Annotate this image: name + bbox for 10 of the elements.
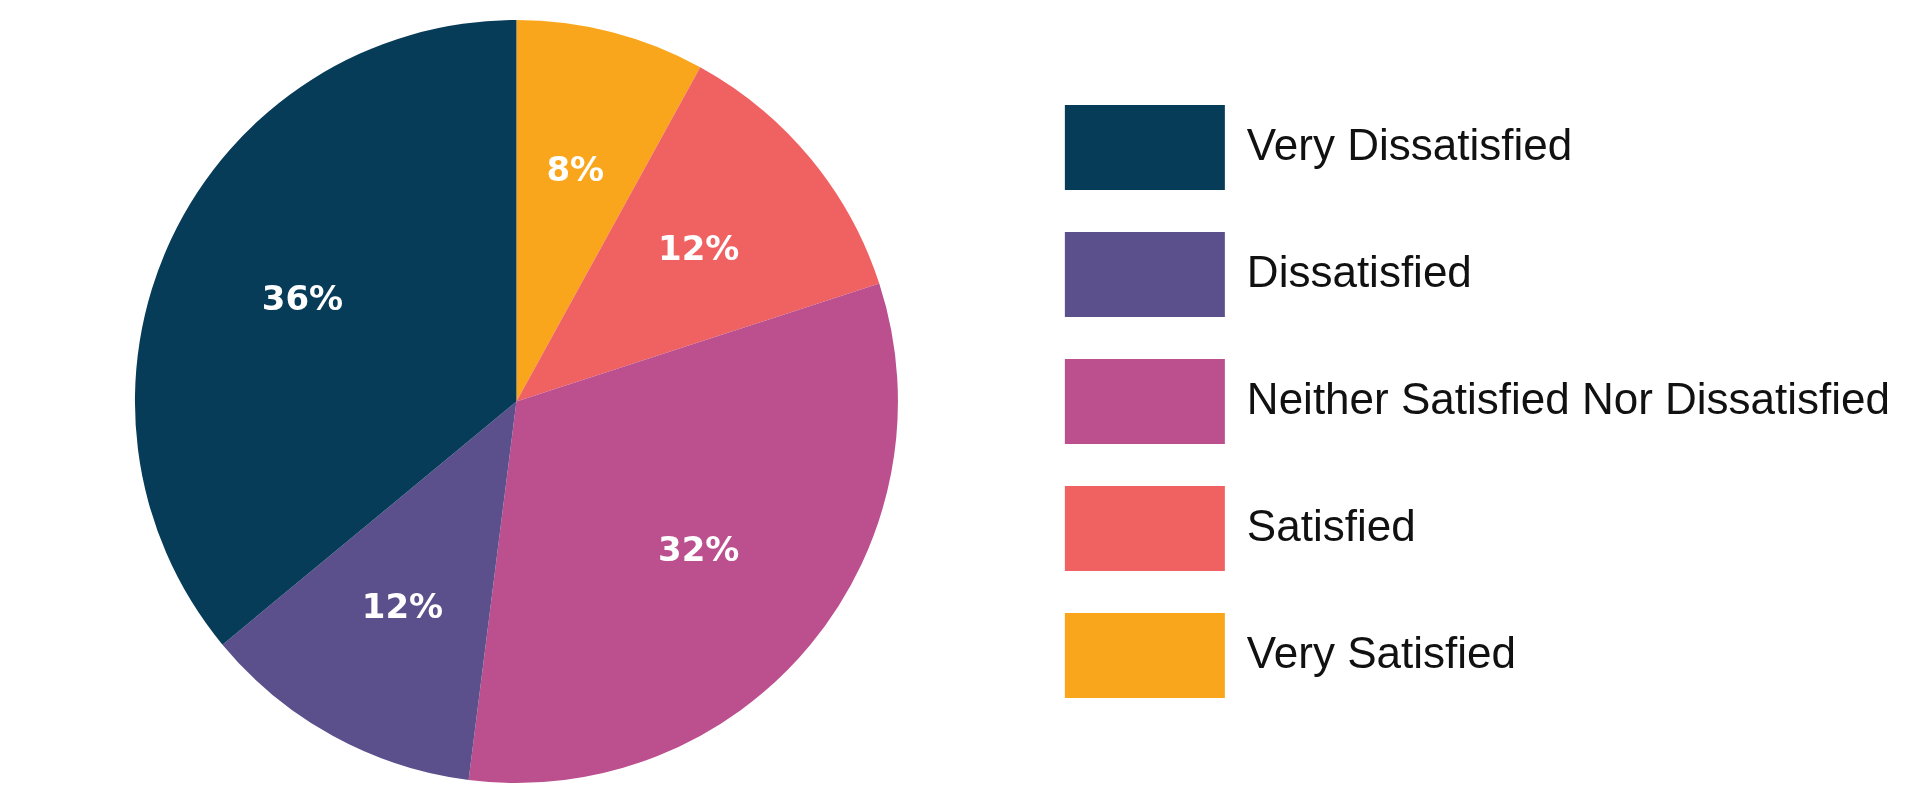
legend-label: Neither Satisfied Nor Dissatisfied bbox=[1246, 373, 1891, 423]
data-label: 36% bbox=[261, 277, 344, 318]
legend-label: Satisfied bbox=[1246, 500, 1416, 550]
data-label: 12% bbox=[657, 227, 740, 268]
data-label: 12% bbox=[361, 585, 444, 626]
legend-label: Dissatisfied bbox=[1246, 246, 1472, 296]
legend-label: Very Satisfied bbox=[1246, 627, 1516, 677]
data-label: 8% bbox=[546, 149, 605, 190]
data-label: 32% bbox=[657, 529, 740, 570]
legend-label: Very Dissatisfied bbox=[1246, 119, 1573, 169]
